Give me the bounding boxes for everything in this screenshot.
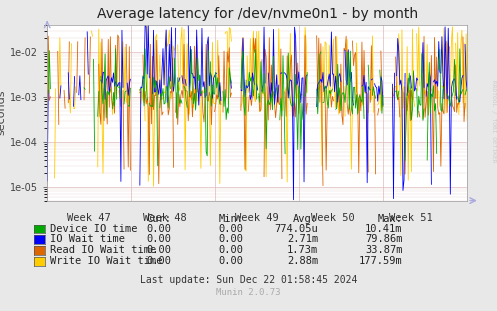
Text: Week 49: Week 49 [235, 213, 279, 223]
Text: 0.00: 0.00 [219, 234, 244, 244]
Title: Average latency for /dev/nvme0n1 - by month: Average latency for /dev/nvme0n1 - by mo… [96, 7, 418, 21]
Text: 33.87m: 33.87m [365, 245, 403, 255]
Text: 0.00: 0.00 [147, 224, 171, 234]
Text: 79.86m: 79.86m [365, 234, 403, 244]
Text: Munin 2.0.73: Munin 2.0.73 [216, 289, 281, 297]
Text: 0.00: 0.00 [219, 245, 244, 255]
Text: Min:: Min: [219, 214, 244, 224]
Text: 774.05u: 774.05u [274, 224, 318, 234]
Text: 0.00: 0.00 [147, 256, 171, 266]
Text: RRDTOOL / TOBI OETIKER: RRDTOOL / TOBI OETIKER [491, 80, 496, 163]
Text: Cur:: Cur: [147, 214, 171, 224]
Text: 10.41m: 10.41m [365, 224, 403, 234]
Text: Max:: Max: [378, 214, 403, 224]
Text: Avg:: Avg: [293, 214, 318, 224]
Text: Read IO Wait time: Read IO Wait time [50, 245, 156, 255]
Text: 1.73m: 1.73m [287, 245, 318, 255]
Text: Device IO time: Device IO time [50, 224, 137, 234]
Text: Last update: Sun Dec 22 01:58:45 2024: Last update: Sun Dec 22 01:58:45 2024 [140, 275, 357, 285]
Text: 177.59m: 177.59m [359, 256, 403, 266]
Text: 2.71m: 2.71m [287, 234, 318, 244]
Text: Week 50: Week 50 [311, 213, 355, 223]
Text: 2.88m: 2.88m [287, 256, 318, 266]
Text: Write IO Wait time: Write IO Wait time [50, 256, 162, 266]
Text: IO Wait time: IO Wait time [50, 234, 125, 244]
Y-axis label: seconds: seconds [0, 90, 6, 136]
Text: Week 47: Week 47 [67, 213, 111, 223]
Text: 0.00: 0.00 [147, 234, 171, 244]
Text: 0.00: 0.00 [147, 245, 171, 255]
Text: Week 48: Week 48 [143, 213, 187, 223]
Text: 0.00: 0.00 [219, 224, 244, 234]
Text: 0.00: 0.00 [219, 256, 244, 266]
Text: Week 51: Week 51 [389, 213, 432, 223]
